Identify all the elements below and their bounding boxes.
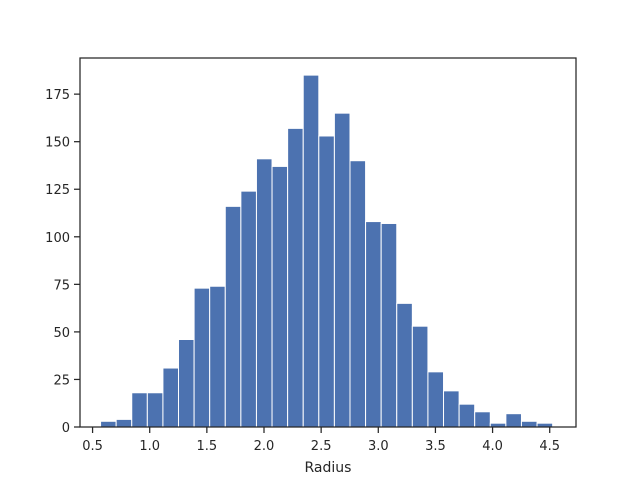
histogram-bar <box>349 160 367 428</box>
x-tick-label: 1.0 <box>139 439 160 454</box>
histogram-bar <box>224 205 242 428</box>
histogram-bar <box>162 367 180 428</box>
histogram-bar <box>427 371 445 428</box>
histogram-bar <box>193 287 211 428</box>
x-tick-label: 3.0 <box>368 439 389 454</box>
histogram-bar <box>302 74 320 428</box>
x-tick-label: 2.0 <box>254 439 275 454</box>
histogram-bar <box>474 411 491 428</box>
x-tick-label: 4.0 <box>482 439 503 454</box>
y-tick-label: 50 <box>53 326 70 341</box>
histogram-bar <box>396 302 413 428</box>
histogram-bar <box>271 165 289 428</box>
x-tick-label: 0.5 <box>82 439 103 454</box>
histogram-bar <box>365 221 382 428</box>
histogram-bar <box>411 325 429 428</box>
y-tick-label: 125 <box>45 183 70 198</box>
histogram-bar <box>255 158 273 428</box>
histogram-bar <box>505 413 522 428</box>
x-tick-label: 3.5 <box>425 439 446 454</box>
histogram-bar <box>115 418 133 428</box>
histogram-bar <box>100 420 117 428</box>
y-tick-label: 100 <box>45 231 70 246</box>
axes-frame <box>79 57 577 428</box>
histogram-bar <box>209 285 226 428</box>
histogram-bar <box>380 222 398 428</box>
histogram-bar <box>458 403 476 428</box>
histogram-bar <box>333 112 351 428</box>
histogram-bar <box>131 392 148 428</box>
x-tick-label: 4.5 <box>539 439 560 454</box>
y-tick-label: 175 <box>45 88 70 103</box>
x-tick-label: 2.5 <box>311 439 332 454</box>
histogram-bar <box>240 190 257 428</box>
bars-layer <box>100 74 554 428</box>
histogram-bar <box>146 392 164 428</box>
histogram-bar <box>318 135 335 428</box>
y-tick-label: 25 <box>53 373 70 388</box>
y-tick-label: 75 <box>53 278 70 293</box>
histogram-bar <box>520 420 538 428</box>
axes-layer: 0.5 1.0 1.5 2.0 2.5 3.0 3.5 4.0 4.5 0 25 50 75 100 125… <box>45 57 577 454</box>
x-tick-label: 1.5 <box>197 439 218 454</box>
x-axis-label: Radius <box>305 460 352 476</box>
y-tick-label: 0 <box>62 421 70 436</box>
histogram-bar <box>287 127 304 428</box>
histogram-bar <box>178 339 195 428</box>
y-tick-label: 150 <box>45 136 70 151</box>
histogram-bar <box>443 390 460 428</box>
